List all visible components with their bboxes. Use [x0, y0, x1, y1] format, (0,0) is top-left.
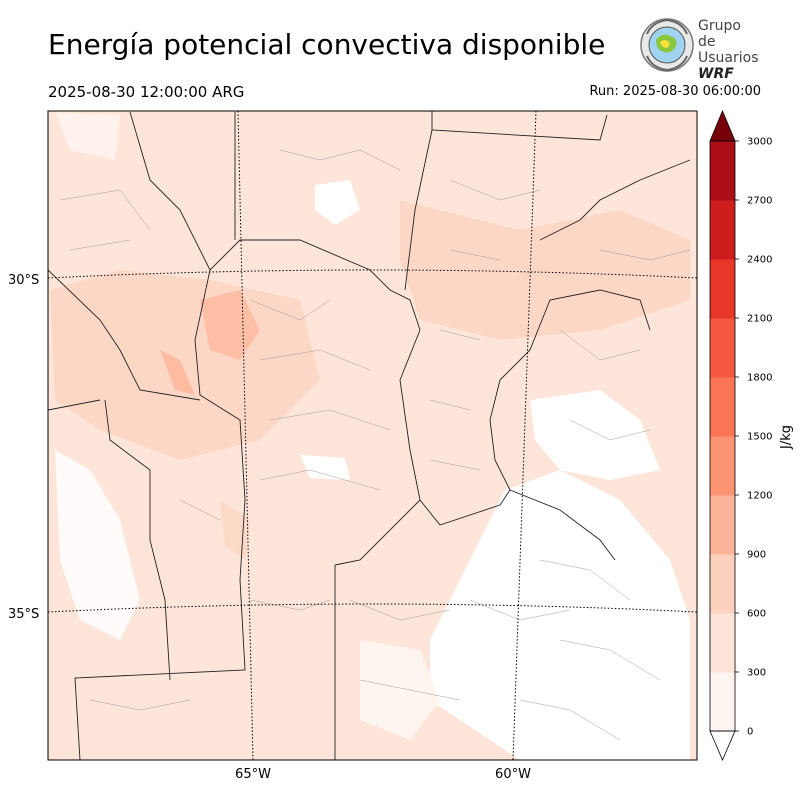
cape-patch-core — [200, 290, 260, 360]
cape-low-north — [315, 180, 360, 225]
colorbar: 0 300 600 900 1200 1500 1800 2100 2400 2700 3000 — [709, 109, 772, 762]
colorbar-segment — [710, 141, 735, 201]
colorbar-tick-label: 0 — [747, 727, 753, 738]
colorbar-segment — [710, 318, 735, 378]
cape-low-spot — [300, 455, 350, 480]
graticule — [48, 111, 697, 760]
lat-label-35s: 35°S — [8, 607, 39, 622]
colorbar-segment — [710, 495, 735, 555]
run-time-label: Run: 2025-08-30 06:00:00 — [589, 84, 761, 99]
parallel-30s — [48, 269, 697, 279]
colorbar-segment — [710, 377, 735, 437]
colorbar-segment — [710, 613, 735, 673]
grupo-usuarios-wrf-logo: Grupo de Usuarios WRF — [638, 16, 760, 82]
cape-low-south — [360, 640, 440, 740]
colorbar-tick-label: 2700 — [747, 196, 772, 207]
cape-field — [48, 111, 697, 760]
colorbar-segment — [710, 200, 735, 260]
page-title: Energía potencial convectiva disponible — [48, 28, 606, 61]
lat-label-30s: 30°S — [8, 273, 39, 288]
colorbar-extend-max — [709, 109, 736, 142]
colorbar-segment — [710, 259, 735, 319]
parallel-35s — [48, 603, 697, 613]
globe-icon — [640, 18, 694, 72]
map-frame — [47, 110, 698, 761]
colorbar-extend-min — [709, 730, 736, 762]
colorbar-tick-label: 3000 — [747, 137, 772, 148]
colorbar-segment — [710, 672, 735, 732]
colorbar-tick-label: 300 — [747, 668, 766, 679]
lon-label-65w: 65°W — [235, 767, 271, 782]
cape-low-northwest — [55, 112, 120, 160]
cape-low-buenos-aires — [430, 470, 690, 760]
logo-text-line1: Grupo de — [698, 18, 741, 50]
colorbar-tick-label: 1800 — [747, 373, 772, 384]
cape-patch-peak — [160, 350, 195, 395]
colorbar-tick-label: 1200 — [747, 491, 772, 502]
colorbar-tick-label: 1500 — [747, 432, 772, 443]
province-borders — [48, 111, 691, 760]
colorbar-tick-label: 900 — [747, 550, 766, 561]
colorbar-segment — [710, 554, 735, 614]
colorbar-tick-label: 2400 — [747, 255, 772, 266]
colorbar-tick-label: 600 — [747, 609, 766, 620]
cape-low-southwest — [55, 450, 140, 640]
valid-time-label: 2025-08-30 12:00:00 ARG — [48, 83, 245, 101]
colorbar-segment — [710, 436, 735, 496]
department-borders — [59, 149, 691, 741]
colorbar-tick-label: 2100 — [747, 314, 772, 325]
logo-text-wrf: WRF — [698, 66, 734, 82]
lon-label-60w: 60°W — [495, 767, 531, 782]
cape-patch-northeast — [400, 200, 690, 340]
colorbar-unit-label: J/kg — [779, 425, 794, 450]
cape-low-entre-rios — [530, 390, 660, 480]
logo-text-line2: Usuarios — [698, 50, 759, 66]
